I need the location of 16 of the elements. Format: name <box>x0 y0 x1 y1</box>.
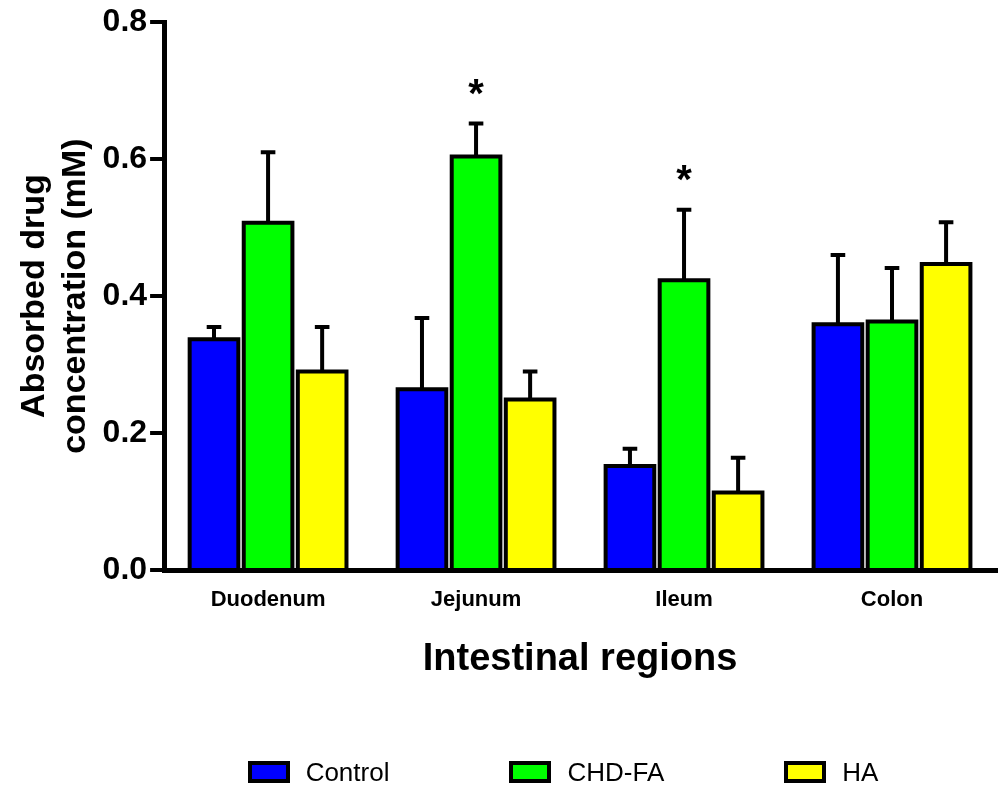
y-tick-label: 0.2 <box>102 412 148 449</box>
annotation: * <box>676 156 693 201</box>
y-tick-label: 0.8 <box>102 2 148 39</box>
legend-label: CHD-FA <box>567 756 665 788</box>
x-tick-label: Duodenum <box>210 586 326 612</box>
annotation: * <box>468 70 485 115</box>
y-tick-label: 0.6 <box>102 138 148 175</box>
y-tick-label: 0.4 <box>102 275 148 312</box>
legend-label: HA <box>842 756 879 788</box>
x-tick-label: Ileum <box>655 586 713 612</box>
y-tick-label: 0.0 <box>102 549 148 586</box>
x-tick-label: Colon <box>860 586 924 612</box>
x-axis-title: Intestinal regions <box>422 635 738 678</box>
legend-label: Control <box>305 756 390 788</box>
y-axis-title: Absorbed drug concentration (mM) <box>12 138 92 454</box>
x-tick-label: Jejunum <box>430 586 522 612</box>
